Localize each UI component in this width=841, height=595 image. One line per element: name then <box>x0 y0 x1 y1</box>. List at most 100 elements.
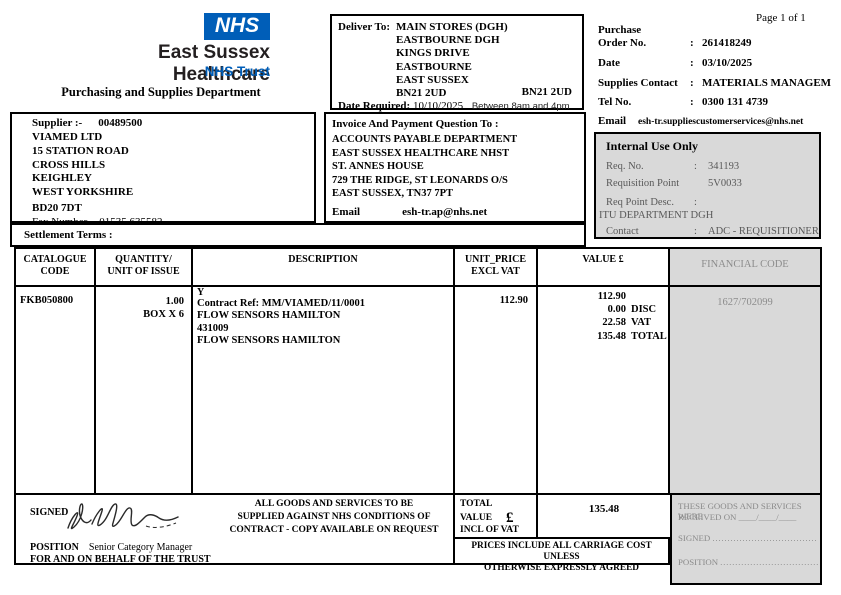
address-line: KINGS DRIVE <box>396 47 470 60</box>
unit-of-issue: BOX X 6 <box>143 309 184 320</box>
conditions-text: ALL GOODS AND SERVICES TO BE SUPPLIED AG… <box>229 499 439 535</box>
pound-sign: £ <box>506 510 514 526</box>
nhs-logo: NHS <box>204 13 270 40</box>
address-line: EAST SUSSEX HEALTHCARE NHST <box>332 147 510 159</box>
supplier-postcode: BD20 7DT <box>32 202 82 214</box>
cell-value: 112.90 0.00 DISC 22.58 VAT 135.48 TOTAL <box>538 287 670 493</box>
description-line: FLOW SENSORS HAMILTON <box>197 310 341 322</box>
address-line: MAIN STORES (DGH) <box>396 21 508 33</box>
deliver-to-label: Deliver To: <box>338 21 391 33</box>
order-number-label: Order No. <box>598 37 647 49</box>
order-number-value: 261418249 <box>702 37 752 49</box>
signed-cell: SIGNED ALL GOODS AND SERVICES TO BE SUPP… <box>14 495 455 565</box>
address-line: EAST SUSSEX <box>396 73 469 86</box>
value-vat: 22.58 <box>602 317 626 329</box>
total-value-cell: 135.48 <box>538 495 670 539</box>
fax-row: Fax Number 01535 635582 <box>32 216 163 228</box>
header-financial-code: FINANCIAL CODE <box>670 249 820 287</box>
description-line: 431009 <box>197 322 229 334</box>
supplier-code: 00489500 <box>98 117 143 129</box>
settlement-terms-box: Settlement Terms : <box>10 223 586 247</box>
req-no-value: 341193 <box>708 161 740 172</box>
invoice-to-address: ACCOUNTS PAYABLE DEPARTMENT EAST SUSSEX … <box>332 133 517 201</box>
address-line: EASTBOURNE <box>396 60 472 73</box>
req-no-row: Req. No.:341193 <box>606 161 740 172</box>
contact-label: Contact <box>606 226 639 237</box>
email-label: Email <box>598 115 627 127</box>
received-line1: THESE GOODS AND SERVICES WERE <box>678 501 802 521</box>
position-row: POSITION Senior Category Manager <box>30 542 192 553</box>
invoice-email-row: Email esh-tr.ap@nhs.net <box>332 206 487 218</box>
cell-catalogue-code: FKB050800 <box>16 287 96 493</box>
internal-use-box: Internal Use Only Req. No.:341193 Requis… <box>594 132 821 239</box>
address-line: EASTBOURNE DGH <box>396 34 500 47</box>
supplier-box: Supplier :- 00489500 VIAMED LTD 15 STATIO… <box>10 112 316 228</box>
order-date-value: 03/10/2025 <box>702 57 753 69</box>
supplies-contact-value: MATERIALS MANAGEM <box>702 77 832 89</box>
supplier-label-row: Supplier :- 00489500 <box>32 117 142 129</box>
cell-description: Y Contract Ref: MM/VIAMED/11/0001 FLOW S… <box>193 287 455 493</box>
address-line: 15 STATION ROAD <box>32 144 129 157</box>
signature <box>67 503 179 530</box>
position-label: POSITION <box>30 542 79 553</box>
address-line: WEST YORKSHIRE <box>32 186 134 199</box>
req-point-value: 5V0033 <box>708 178 742 189</box>
req-no-label: Req. No. <box>606 161 644 172</box>
received-signed-label: SIGNED <box>678 533 711 543</box>
date-required-row: Date Required: 10/10/2025 Between 8am an… <box>338 100 570 112</box>
supplier-address: VIAMED LTD 15 STATION ROAD CROSS HILLS K… <box>32 131 133 200</box>
invoice-email-value: esh-tr.ap@nhs.net <box>402 206 488 218</box>
value-total: 135.48 <box>597 330 626 342</box>
internal-use-title: Internal Use Only <box>606 139 699 153</box>
trust-type: NHS Trust <box>204 64 270 79</box>
invoice-email-label: Email <box>332 206 361 218</box>
date-required-label: Date Required: <box>338 100 411 112</box>
address-line: KEIGHLEY <box>32 172 92 185</box>
description-line: Y <box>197 287 205 298</box>
contact-row: Contact: ADC - REQUISITIONER <box>606 226 819 237</box>
total-value-label-cell: TOTAL VALUE £ INCL OF VAT <box>455 495 538 539</box>
on-behalf-text: FOR AND ON BEHALF OF THE TRUST <box>30 554 211 565</box>
deliver-to-address: MAIN STORES (DGH) EASTBOURNE DGH KINGS D… <box>396 21 508 100</box>
settlement-terms-label: Settlement Terms : <box>24 229 113 241</box>
header-value: VALUE £ <box>538 249 670 287</box>
cell-unit-price: 112.90 <box>455 287 538 493</box>
address-line: CROSS HILLS <box>32 158 106 171</box>
fax-label: Fax Number <box>32 216 88 228</box>
req-point-desc-label: Req Point Desc. <box>606 197 674 208</box>
delivery-postcode: BN21 2UD <box>521 86 572 98</box>
tel-row: Tel No.:0300 131 4739 <box>598 96 768 108</box>
position-value: Senior Category Manager <box>88 542 193 553</box>
footer-section: SIGNED ALL GOODS AND SERVICES TO BE SUPP… <box>14 495 822 585</box>
cell-quantity: 1.00 BOX X 6 <box>96 287 193 493</box>
order-date-row: Date:03/10/2025 <box>598 57 753 69</box>
address-line: VIAMED LTD <box>32 131 103 143</box>
supplies-contact-label: Supplies Contact <box>598 77 678 89</box>
address-line: ACCOUNTS PAYABLE DEPARTMENT <box>332 134 518 145</box>
email-row: Email esh-tr.suppliescustomerservices@nhs… <box>598 115 832 129</box>
department-title: Purchasing and Supplies Department <box>61 85 261 99</box>
header-quantity: QUANTITY/ UNIT OF ISSUE <box>96 249 193 287</box>
address-line: ST. ANNES HOUSE <box>332 161 424 172</box>
contact-value: ADC - REQUISITIONER <box>708 226 819 237</box>
quantity-value: 1.00 <box>165 296 184 307</box>
signed-label: SIGNED <box>30 507 69 518</box>
received-signed-row: SIGNED .................................… <box>678 533 818 543</box>
order-date-label: Date <box>598 57 620 69</box>
line-items-table: CATALOGUE CODE QUANTITY/ UNIT OF ISSUE D… <box>14 247 822 495</box>
invoice-to-label: Invoice And Payment Question To : <box>332 118 499 130</box>
address-line: EAST SUSSEX, TN37 7PT <box>332 188 453 199</box>
description-line: FLOW SENSORS HAMILTON <box>197 335 341 347</box>
deliver-to-box: Deliver To: MAIN STORES (DGH) EASTBOURNE… <box>330 14 584 112</box>
header-catalogue-code: CATALOGUE CODE <box>16 249 96 287</box>
order-info-panel: Purchase Order No.:261418249 Date:03/10/… <box>598 24 832 129</box>
header-unit-price: UNIT_PRICE EXCL VAT <box>455 249 538 287</box>
value-net: 112.90 <box>597 291 626 302</box>
delivery-window: Between 8am and 4pm <box>471 101 570 112</box>
req-point-desc-row: Req Point Desc.: <box>606 197 697 208</box>
page-number: Page 1 of 1 <box>756 12 806 24</box>
supplies-contact-row: Supplies Contact: MATERIALS MANAGEM <box>598 77 832 89</box>
description-line: Contract Ref: MM/VIAMED/11/0001 <box>197 298 365 309</box>
invoice-to-box: Invoice And Payment Question To : ACCOUN… <box>324 112 586 223</box>
purchase-label: Purchase <box>598 24 642 36</box>
